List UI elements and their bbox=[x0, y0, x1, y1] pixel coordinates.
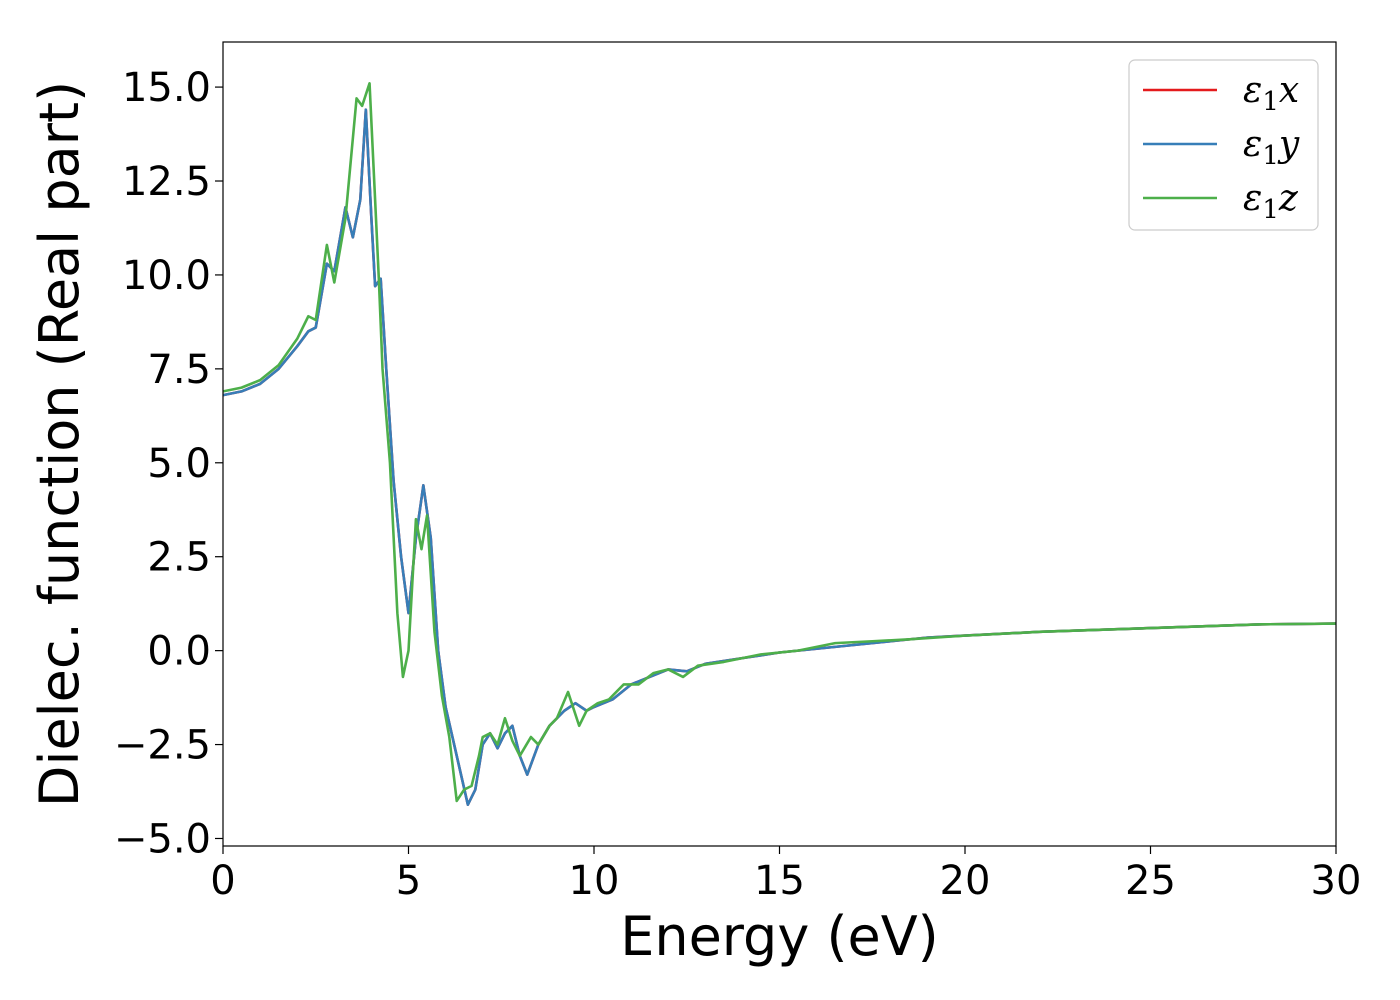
x-tick-label: 15 bbox=[754, 858, 805, 904]
y-tick-label: −2.5 bbox=[114, 723, 211, 769]
y-tick-label: 5.0 bbox=[147, 441, 211, 487]
x-tick-label: 0 bbox=[210, 858, 235, 904]
y-tick-label: 2.5 bbox=[147, 535, 211, 581]
series-line-z bbox=[223, 82, 1336, 803]
legend: ε1x ε1y ε1z bbox=[1128, 59, 1319, 231]
legend-label: ε1y bbox=[1243, 124, 1300, 171]
series-layer bbox=[223, 82, 1336, 806]
x-tick-label: 10 bbox=[569, 858, 620, 904]
x-tick-label: 5 bbox=[396, 858, 421, 904]
y-axis-label: Dielec. function (Real part) bbox=[28, 81, 91, 807]
y-tick-label: 0.0 bbox=[147, 629, 211, 675]
legend-label: ε1z bbox=[1243, 178, 1299, 225]
x-tick-label: 30 bbox=[1311, 858, 1362, 904]
y-tick-label: 10.0 bbox=[122, 253, 211, 299]
legend-label: ε1x bbox=[1243, 70, 1299, 117]
x-axis: 0 5 10 15 20 25 30 bbox=[210, 846, 1361, 904]
y-tick-label: −5.0 bbox=[114, 816, 211, 862]
y-tick-label: 7.5 bbox=[147, 347, 211, 393]
x-tick-label: 25 bbox=[1125, 858, 1176, 904]
legend-box bbox=[1128, 59, 1319, 231]
y-tick-label: 12.5 bbox=[122, 159, 211, 205]
x-axis-label: Energy (eV) bbox=[620, 905, 939, 968]
y-tick-label: 15.0 bbox=[122, 65, 211, 111]
y-axis: −5.0 −2.5 0.0 2.5 5.0 7.5 10.0 12.5 15.0 bbox=[114, 65, 223, 862]
x-tick-label: 20 bbox=[940, 858, 991, 904]
